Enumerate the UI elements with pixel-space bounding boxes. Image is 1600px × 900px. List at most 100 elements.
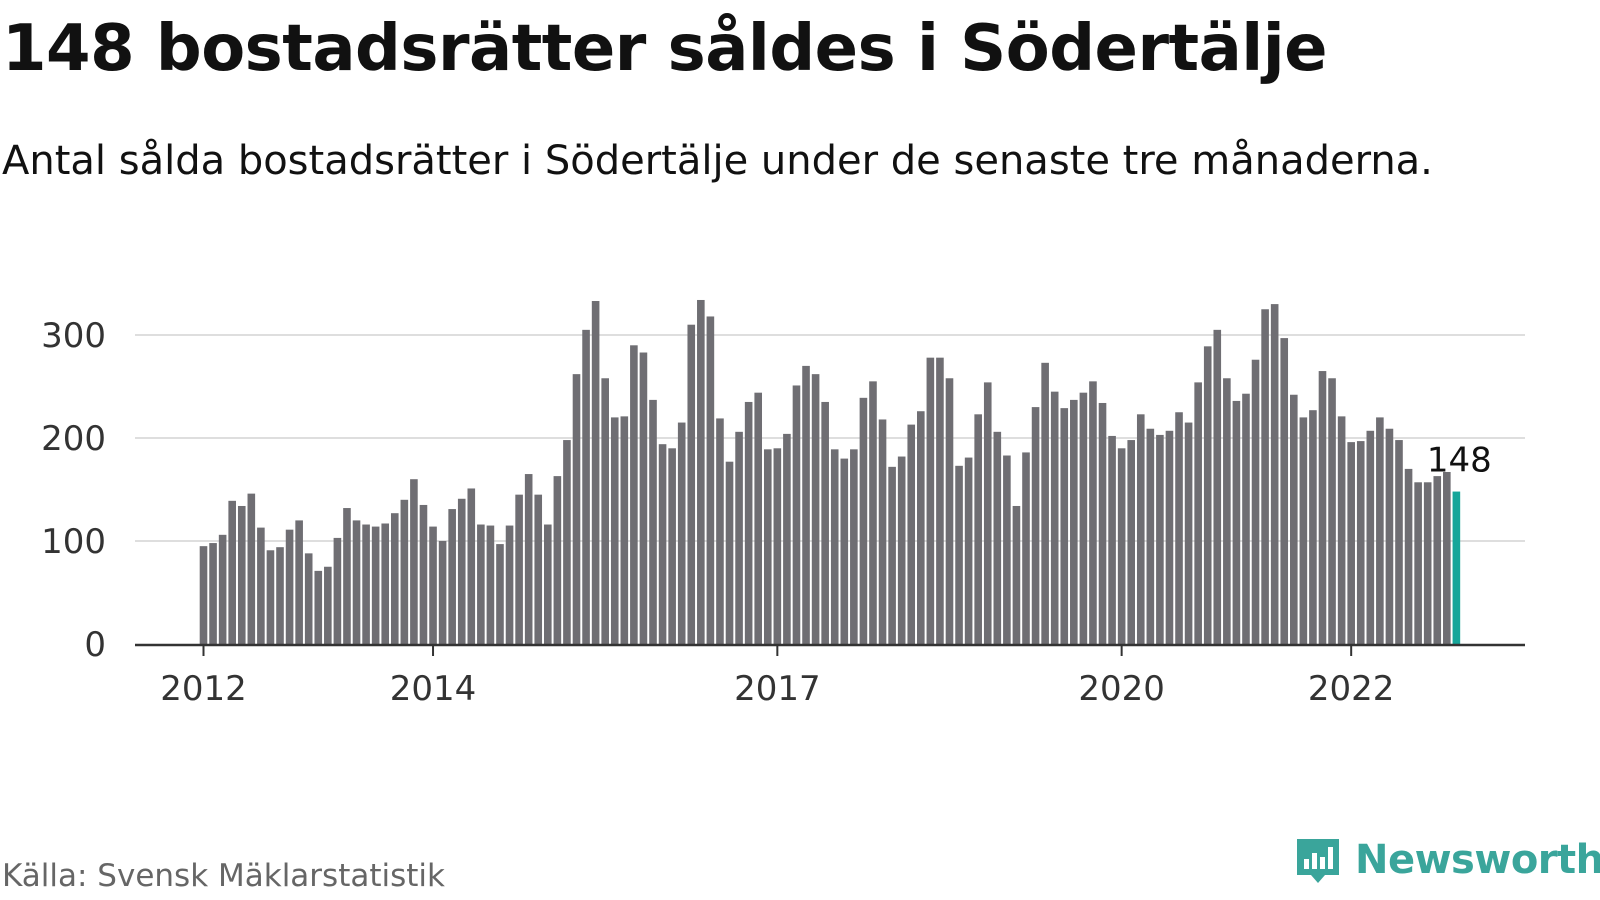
bar — [878, 419, 887, 644]
bar — [1242, 393, 1250, 644]
bar — [601, 378, 609, 644]
bar — [1117, 448, 1126, 644]
bar — [563, 440, 571, 644]
bar — [362, 524, 370, 644]
y-tick-label: 300 — [41, 316, 106, 356]
x-tick-label: 2012 — [160, 669, 247, 709]
bar — [247, 493, 256, 644]
bar — [381, 523, 390, 644]
bar — [1050, 391, 1059, 644]
bar — [964, 457, 973, 644]
bar — [515, 494, 523, 644]
bar — [1223, 378, 1231, 644]
bar — [974, 414, 982, 644]
bar — [811, 374, 820, 644]
bar — [438, 541, 447, 644]
bar — [706, 316, 715, 644]
bar — [888, 466, 896, 644]
source-note: Källa: Svensk Mäklarstatistik — [2, 858, 445, 894]
x-axis — [135, 643, 1525, 656]
bar — [591, 301, 600, 644]
bar — [668, 448, 676, 644]
bar — [1385, 428, 1394, 644]
bar — [840, 458, 849, 644]
bar — [620, 416, 629, 644]
bar — [400, 499, 409, 644]
bar — [697, 299, 705, 644]
bar — [371, 526, 380, 644]
bar-chart-speech-bubble-icon — [1297, 839, 1339, 883]
bar — [1328, 378, 1336, 644]
bar — [1146, 428, 1155, 644]
bar — [658, 444, 667, 644]
bar — [869, 381, 877, 644]
bar — [1136, 414, 1145, 644]
bar — [496, 544, 504, 644]
bar — [1060, 408, 1069, 644]
bar — [687, 324, 696, 644]
bar — [237, 505, 246, 644]
bar — [276, 547, 284, 644]
bar — [649, 399, 657, 644]
bar — [324, 566, 332, 644]
bar — [1251, 359, 1260, 644]
bar — [1232, 400, 1241, 644]
bar — [1184, 422, 1193, 644]
bar — [1318, 371, 1327, 644]
bar — [343, 508, 351, 644]
bar — [410, 479, 418, 644]
bar — [1366, 430, 1375, 644]
y-tick-label: 100 — [41, 522, 106, 562]
bar — [830, 449, 839, 644]
bar — [1443, 471, 1451, 644]
bar — [1280, 338, 1289, 644]
bar — [1194, 382, 1202, 644]
bar — [677, 422, 686, 644]
bar — [448, 509, 456, 644]
bar — [897, 456, 906, 644]
bar — [850, 449, 858, 644]
bar — [859, 397, 868, 644]
bar — [1031, 407, 1040, 644]
bar — [936, 357, 944, 644]
bar — [1261, 309, 1269, 644]
bar — [1395, 440, 1403, 644]
x-tick-label: 2014 — [390, 669, 477, 709]
bar — [1299, 417, 1308, 644]
highlight-value-label: 148 — [1427, 441, 1492, 481]
bar — [572, 374, 581, 644]
bar — [477, 524, 485, 644]
bar — [257, 527, 265, 644]
bar — [955, 465, 963, 644]
bar — [457, 498, 466, 644]
bar — [983, 382, 992, 644]
bar — [266, 550, 275, 644]
bar — [1290, 394, 1298, 644]
x-tick-label: 2020 — [1078, 669, 1165, 709]
bar — [285, 529, 294, 644]
bar — [524, 474, 533, 644]
bar — [209, 543, 217, 644]
bar — [917, 411, 925, 644]
bar — [744, 401, 753, 644]
bar — [802, 365, 810, 644]
bar — [333, 537, 342, 644]
bar — [1356, 441, 1365, 644]
bar — [419, 504, 428, 644]
bar — [1270, 304, 1279, 644]
bar — [1347, 442, 1355, 644]
bar — [783, 433, 791, 644]
bar — [304, 553, 313, 644]
bar — [544, 524, 552, 644]
bar — [1203, 346, 1212, 644]
bar — [1433, 476, 1442, 644]
bar — [1376, 417, 1384, 644]
bar — [314, 570, 323, 644]
page-title: 148 bostadsrätter såldes i Södertälje — [2, 12, 1328, 86]
bar — [1423, 482, 1432, 644]
bar — [1089, 381, 1097, 644]
y-tick-label: 0 — [84, 625, 106, 665]
bar — [1309, 410, 1317, 644]
bar — [1127, 440, 1136, 644]
bar — [1414, 482, 1422, 644]
